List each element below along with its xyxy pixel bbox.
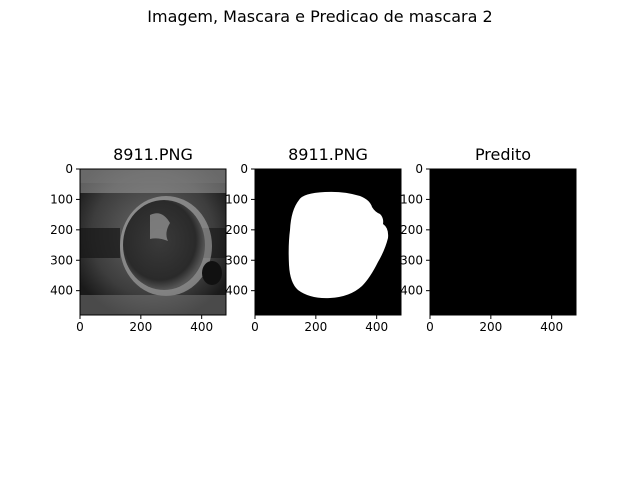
panel-3-ytick-label: 100 [400,192,423,206]
panel-2-title: 8911.PNG [288,145,368,164]
panel-1-title: 8911.PNG [113,145,193,164]
panel-1-ytick-label: 300 [50,253,73,267]
panel-2-xtick-label: 400 [365,320,388,334]
panel-3-ytick-label: 200 [400,223,423,237]
panel-3-image [429,168,577,316]
panel-3-ytick-label: 400 [400,284,423,298]
panel-1-xtick-label: 200 [129,320,152,334]
panel-2-ytick-label: 100 [225,192,248,206]
panel-3-xtick-label: 400 [540,320,563,334]
panel-3-xtick-label: 0 [426,320,434,334]
panel-2-ytick-label: 400 [225,284,248,298]
panel-1-image [79,168,227,316]
panel-2-xtick-label: 0 [251,320,259,334]
panel-2-ytick-label: 0 [240,162,248,176]
panel-2-xtick-label: 200 [304,320,327,334]
panel-1-ytick-label: 100 [50,192,73,206]
panel-1-xtick-label: 0 [76,320,84,334]
panel-1-ytick-label: 200 [50,223,73,237]
panel-3-ytick-label: 0 [415,162,423,176]
figure-suptitle: Imagem, Mascara e Predicao de mascara 2 [147,7,493,26]
panel-2-image [254,168,402,316]
panel-1-ytick-label: 0 [65,162,73,176]
mask-region [288,191,389,299]
panel-1-ytick-label: 400 [50,284,73,298]
panel-2-ytick-label: 300 [225,253,248,267]
panel-1-xtick-label: 400 [190,320,213,334]
panel-2-ytick-label: 200 [225,223,248,237]
panel-3-ytick-label: 300 [400,253,423,267]
panel-3-xtick-label: 200 [479,320,502,334]
panel-3-title: Predito [474,145,532,164]
